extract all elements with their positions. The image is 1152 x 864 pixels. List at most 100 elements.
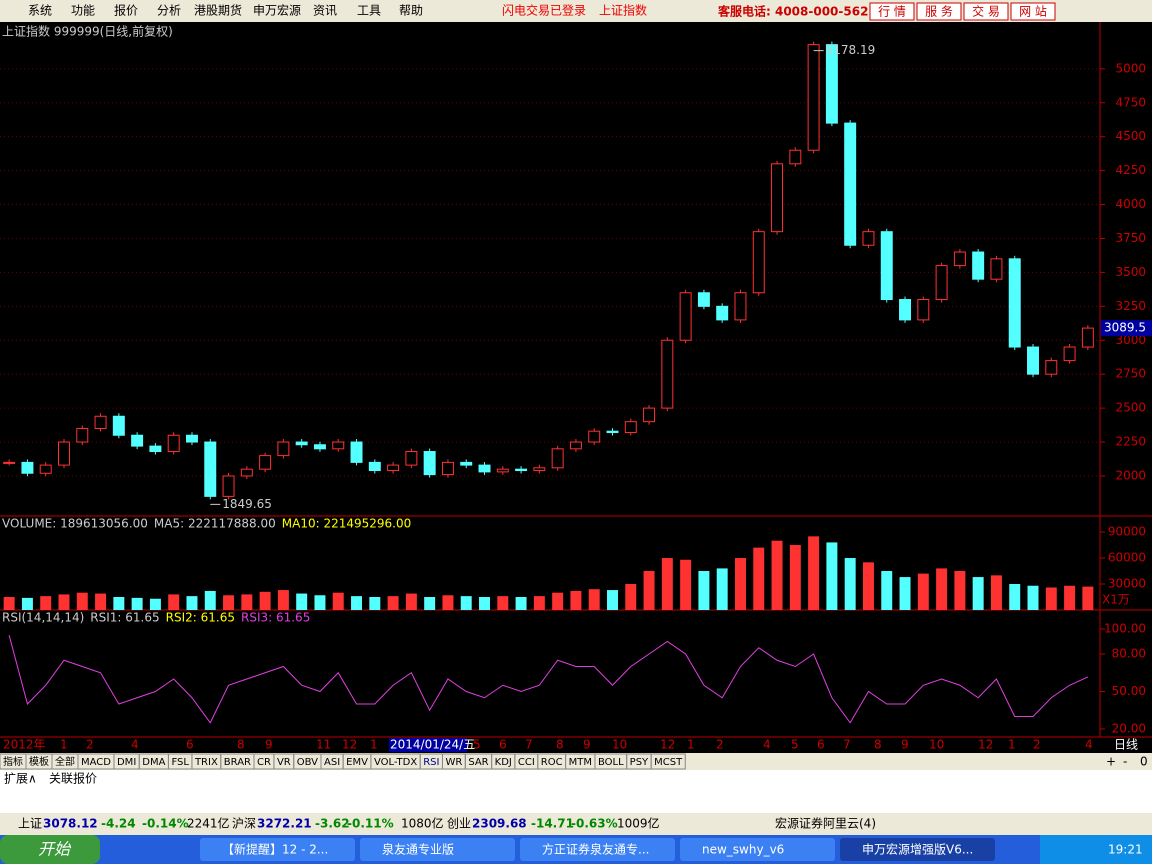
tab-control[interactable]: - (1123, 755, 1127, 769)
menu-item[interactable]: 申万宏源 (253, 3, 301, 18)
date-label: 4 (1085, 738, 1093, 752)
status-item: -4.24 (101, 817, 136, 831)
indicator-tab[interactable]: OBV (297, 757, 318, 768)
indicator-tab[interactable]: WR (445, 757, 462, 768)
y-tick-label: 20.00 (1112, 722, 1146, 736)
task-label[interactable]: 方正证券泉友通专... (542, 842, 649, 857)
menu-button[interactable] (869, 2, 915, 21)
indicator-tab[interactable]: KDJ (495, 757, 512, 768)
indicator-tab[interactable]: VOL-TDX (374, 757, 417, 768)
task-label[interactable]: 泉友通专业版 (382, 842, 454, 857)
status-item: 2241亿 (187, 816, 230, 831)
sub-tab[interactable]: 扩展∧ (4, 772, 37, 786)
indicator-tab[interactable]: TRIX (194, 757, 218, 768)
menu-button-label[interactable]: 服 务 (925, 4, 953, 19)
indicator-tab[interactable]: CR (257, 757, 271, 768)
indicator-tab[interactable]: BOLL (598, 757, 624, 768)
date-label: 10 (929, 738, 944, 752)
candle (624, 421, 637, 434)
y-tick-label: 60000 (1108, 551, 1146, 565)
menu-button-label[interactable]: 行 情 (878, 5, 906, 19)
task-button[interactable] (200, 838, 355, 861)
candle (972, 251, 985, 280)
menu-button-label[interactable]: 网 站 (1019, 5, 1047, 19)
task-button[interactable] (840, 838, 995, 861)
unit-label: X1万 (1102, 593, 1130, 607)
candle (515, 468, 528, 472)
task-label[interactable]: 申万宏源增强版V6... (862, 842, 973, 857)
task-label[interactable]: new_swhy_v6 (702, 843, 784, 857)
volume-bar (223, 595, 235, 610)
volume-bar (716, 568, 728, 610)
y-tick-label: 100.00 (1104, 622, 1146, 636)
menu-button[interactable] (916, 2, 962, 21)
y-tick-label: 4000 (1115, 197, 1146, 211)
indicator-tab[interactable]: RSI (423, 757, 439, 768)
indicator-tab[interactable]: FSL (171, 757, 189, 768)
indicator-tab[interactable]: ASI (324, 757, 340, 768)
volume-bar (789, 545, 801, 610)
indicator-tab[interactable]: DMA (142, 757, 165, 768)
date-label: 6 (817, 738, 825, 752)
indicator-tab[interactable]: VR (277, 757, 291, 768)
volume-bar (58, 594, 70, 610)
start-label[interactable]: 开始 (38, 840, 72, 859)
indicator-tab[interactable]: CCI (518, 757, 535, 768)
candle (204, 441, 217, 497)
candle (862, 231, 875, 246)
indicator-tab[interactable]: 指标 (3, 755, 23, 768)
volume-bar (753, 547, 765, 610)
menu-item[interactable]: 资讯 (313, 4, 337, 18)
indicator-tab[interactable]: BRAR (224, 757, 251, 768)
task-button[interactable] (520, 838, 675, 861)
hotline: 客服电话: 4008-000-562 (717, 4, 868, 19)
volume-bar (625, 584, 637, 610)
date-label: 1 (370, 738, 378, 752)
task-button[interactable] (360, 838, 515, 861)
indicator-tab[interactable]: ROC (541, 757, 563, 768)
date-label: 2 (86, 738, 94, 752)
indicator-tab[interactable]: MCST (654, 757, 683, 768)
task-button[interactable] (680, 838, 835, 861)
menu-item[interactable]: 帮助 (399, 4, 423, 18)
sub-tab[interactable]: 关联报价 (49, 771, 97, 786)
menu-item[interactable]: 系统 (28, 4, 52, 18)
chart-title: 上证指数 999999(日线,前复权) (2, 24, 173, 39)
candle (441, 461, 454, 476)
tab-control[interactable]: + (1106, 755, 1116, 769)
menu-button[interactable] (1010, 2, 1056, 21)
menu-button[interactable] (963, 2, 1009, 21)
indicator-tab[interactable]: DMI (117, 757, 136, 768)
indicator-tab[interactable]: MACD (81, 757, 111, 768)
menu-item[interactable]: 工具 (357, 4, 381, 18)
volume-bar (405, 593, 417, 610)
indicator-tab[interactable]: EMV (346, 757, 368, 768)
menu-item[interactable]: 分析 (157, 4, 181, 18)
menu-button-label[interactable]: 交 易 (972, 4, 1000, 19)
date-label: 12 (978, 738, 993, 752)
indicator-tab[interactable]: SAR (468, 757, 488, 768)
tab-control[interactable]: 0 (1140, 755, 1148, 769)
menu-item[interactable]: 报价 (114, 3, 138, 18)
volume-bar (241, 594, 253, 610)
menu-item[interactable]: 功能 (71, 4, 95, 18)
indicator-tab[interactable]: MTM (569, 757, 592, 768)
task-label[interactable]: 【新提醒】12 - 2... (222, 842, 328, 857)
indicator-tab[interactable]: 全部 (55, 755, 75, 768)
start-button[interactable] (0, 835, 100, 864)
y-tick-label: 5000 (1115, 61, 1146, 75)
status-item: 2309.68 (472, 817, 527, 831)
menu-item[interactable]: 港股期货 (194, 3, 242, 18)
candle (295, 441, 308, 446)
volume-bar (460, 596, 472, 610)
date-label: 1 (687, 738, 695, 752)
indicator-tab[interactable]: PSY (630, 757, 649, 768)
status-item: -0.11% (347, 817, 394, 831)
candle (899, 299, 912, 321)
candle (606, 430, 619, 434)
indicator-tab[interactable]: 模板 (29, 755, 49, 768)
menu-bar (0, 0, 1152, 22)
date-label: 2012年 (3, 738, 46, 752)
